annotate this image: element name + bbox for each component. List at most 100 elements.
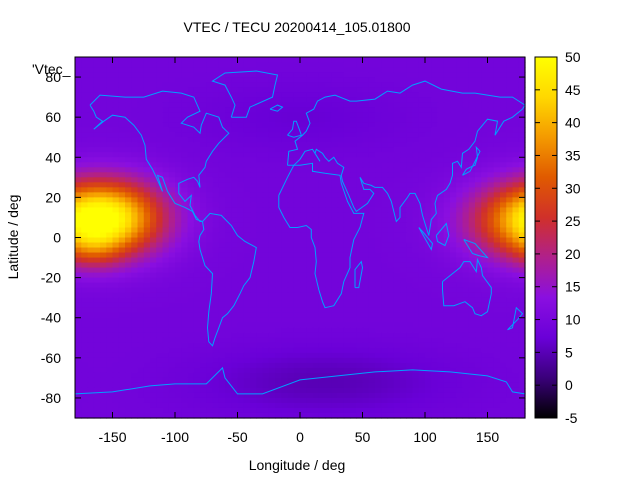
heatmap-cell [462,67,470,73]
heatmap-cell [500,167,507,173]
heatmap-cell [293,187,301,193]
heatmap-cell [193,257,201,264]
heatmap-cell [312,192,320,198]
heatmap-cell [362,112,370,118]
heatmap-cell [250,277,257,284]
heatmap-cell [106,317,114,324]
heatmap-cell [75,342,82,349]
heatmap-cell [312,362,320,369]
heatmap-cell [93,157,101,163]
heatmap-cell [131,87,139,93]
heatmap-cell [343,227,351,234]
heatmap-cell [318,282,326,289]
heatmap-cell [237,212,245,219]
heatmap-cell [225,167,232,173]
heatmap-cell [443,322,451,329]
heatmap-cell [393,272,401,279]
heatmap-cell [200,357,207,364]
heatmap-cell [343,62,351,68]
heatmap-cell [318,157,326,163]
heatmap-cell [412,127,420,133]
heatmap-cell [200,312,207,319]
heatmap-cell [487,377,495,384]
heatmap-cell [187,377,195,384]
heatmap-cell [450,252,457,259]
heatmap-cell [256,147,264,153]
heatmap-cell [431,232,439,239]
heatmap-cell [225,77,232,83]
heatmap-cell [131,367,139,374]
heatmap-cell [87,162,95,168]
heatmap-cell [456,67,464,73]
heatmap-cell [293,307,301,314]
heatmap-cell [293,227,301,234]
heatmap-cell [431,132,439,138]
heatmap-cell [206,322,214,329]
heatmap-cell [137,342,145,349]
heatmap-cell [375,192,382,198]
heatmap-cell [318,117,326,123]
heatmap-cell [237,187,245,193]
heatmap-cell [356,227,364,234]
heatmap-cell [506,262,514,269]
heatmap-cell [312,97,320,103]
heatmap-cell [412,182,420,188]
heatmap-cell [368,127,376,133]
heatmap-cell [256,302,264,309]
heatmap-cell [156,387,164,394]
heatmap-cell [112,392,120,399]
heatmap-cell [500,352,507,359]
heatmap-cell [100,207,107,214]
heatmap-cell [387,227,395,234]
heatmap-cell [93,297,101,304]
heatmap-cell [137,92,145,98]
heatmap-cell [331,127,339,133]
heatmap-cell [262,107,270,113]
heatmap-cell [456,157,464,163]
heatmap-cell [93,82,101,88]
heatmap-cell [381,377,389,384]
heatmap-cell [375,142,382,148]
heatmap-cell [456,242,464,249]
heatmap-cell [381,147,389,153]
heatmap-cell [231,317,239,324]
heatmap-cell [487,122,495,128]
heatmap-cell [181,127,189,133]
heatmap-cell [118,382,126,389]
heatmap-cell [487,357,495,364]
heatmap-cell [450,337,457,344]
heatmap-cell [356,352,364,359]
heatmap-cell [418,242,426,249]
heatmap-cell [181,317,189,324]
heatmap-cell [512,327,520,334]
heatmap-cell [100,87,107,93]
heatmap-cell [150,127,157,133]
heatmap-cell [393,277,401,284]
heatmap-cell [112,112,120,118]
heatmap-cell [112,262,120,269]
heatmap-cell [237,207,245,214]
heatmap-cell [312,142,320,148]
heatmap-cell [456,222,464,229]
heatmap-cell [293,107,301,113]
heatmap-cell [250,232,257,239]
heatmap-cell [112,217,120,224]
heatmap-cell [237,137,245,143]
heatmap-cell [468,72,476,78]
heatmap-cell [75,157,82,163]
heatmap-cell [125,107,132,113]
heatmap-cell [468,187,476,193]
heatmap-cell [137,352,145,359]
heatmap-cell [262,202,270,209]
heatmap-cell [500,252,507,259]
heatmap-cell [187,307,195,314]
heatmap-cell [187,237,195,244]
heatmap-cell [256,77,264,83]
heatmap-cell [281,267,289,274]
heatmap-cell [143,147,151,153]
heatmap-cell [487,82,495,88]
heatmap-cell [437,112,445,118]
heatmap-cell [218,67,226,73]
heatmap-cell [512,347,520,354]
heatmap-cell [425,252,432,259]
